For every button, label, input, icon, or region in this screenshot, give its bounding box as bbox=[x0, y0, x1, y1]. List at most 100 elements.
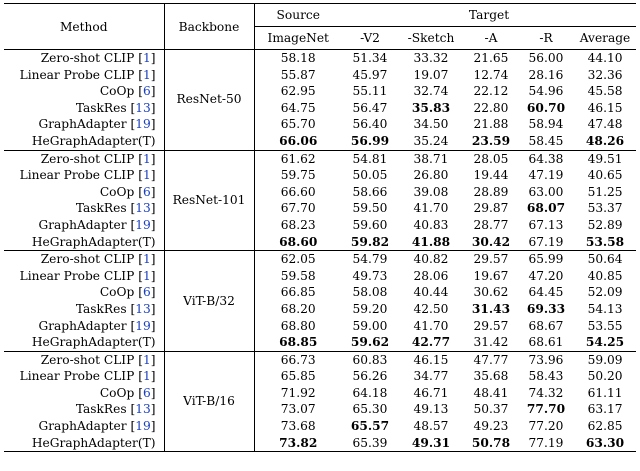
value-cell: 65.30 bbox=[342, 401, 398, 418]
citation-link[interactable]: 1 bbox=[142, 369, 151, 384]
citation-link[interactable]: 19 bbox=[135, 419, 151, 434]
value-cell: 56.00 bbox=[518, 50, 574, 67]
method-name: TaskRes bbox=[75, 100, 127, 115]
method-header: Method bbox=[4, 3, 164, 50]
value-text: 66.60 bbox=[280, 184, 316, 199]
value-cell: 68.85 bbox=[253, 334, 342, 352]
value-cell: 56.47 bbox=[342, 100, 398, 117]
citation-link[interactable]: 1 bbox=[142, 268, 151, 283]
col-header-v2: -V2 bbox=[342, 26, 398, 50]
value-text: 65.85 bbox=[280, 369, 316, 384]
method-cell: HeGraphAdapter(T) bbox=[4, 132, 164, 151]
method-cell: GraphAdapter [19] bbox=[38, 318, 156, 333]
citation-link[interactable]: 1 bbox=[142, 51, 151, 65]
value-text: 35.68 bbox=[473, 369, 509, 384]
citation-link[interactable]: 13 bbox=[135, 402, 151, 417]
value-cell: 30.62 bbox=[464, 284, 518, 301]
citation-link[interactable]: 13 bbox=[135, 201, 151, 216]
table-row: Linear Probe CLIP [1] 65.85 56.26 34.77 35.6… bbox=[4, 368, 636, 385]
value-cell: 45.58 bbox=[574, 83, 636, 100]
value-cell: 52.09 bbox=[574, 284, 636, 301]
method-cell: TaskRes [13] bbox=[75, 301, 156, 316]
value-cell: 35.68 bbox=[464, 368, 518, 385]
value-cell: 61.62 bbox=[253, 150, 342, 168]
citation-link[interactable]: 1 bbox=[142, 168, 151, 183]
citation-link[interactable]: 6 bbox=[142, 285, 151, 300]
value-text: 50.20 bbox=[587, 369, 623, 384]
table-row: TaskRes [13] 67.70 59.50 41.70 29.87 68.07 53.… bbox=[4, 200, 636, 217]
method-cell: Zero-shot CLIP [1] bbox=[40, 252, 156, 267]
citation-link[interactable]: 19 bbox=[135, 318, 151, 333]
value-text: 56.40 bbox=[352, 117, 388, 132]
table-row: HeGraphAdapter(T) 68.60 59.82 41.88 30.42 67.… bbox=[4, 233, 637, 252]
value-text: 65.99 bbox=[528, 252, 564, 267]
value-text: 53.55 bbox=[587, 318, 623, 333]
value-text: 74.32 bbox=[528, 385, 564, 400]
value-cell: 40.65 bbox=[574, 167, 636, 184]
table-row: TaskRes [13] 68.20 59.20 42.50 31.43 69.33 54.… bbox=[4, 300, 636, 318]
value-text: 66.85 bbox=[280, 285, 316, 300]
citation-link[interactable]: 1 bbox=[142, 67, 151, 82]
value-cell: 32.36 bbox=[574, 67, 636, 84]
value-text: 65.70 bbox=[280, 117, 316, 132]
method-name: Zero-shot CLIP bbox=[40, 151, 135, 166]
citation-link[interactable]: 6 bbox=[142, 184, 151, 199]
value-text: 30.62 bbox=[473, 285, 509, 300]
method-cell: Zero-shot CLIP [1] bbox=[40, 51, 156, 65]
col-header-average: Average bbox=[574, 26, 637, 50]
backbone-cell: ResNet-101 bbox=[163, 150, 254, 252]
citation-link[interactable]: 13 bbox=[135, 301, 151, 316]
citation-link[interactable]: 19 bbox=[135, 217, 151, 232]
value-text: 53.37 bbox=[587, 201, 623, 216]
value-text: 64.45 bbox=[528, 285, 564, 300]
value-text: 42.77 bbox=[411, 335, 451, 350]
value-cell: 42.50 bbox=[398, 301, 464, 318]
citation-link[interactable]: 6 bbox=[142, 84, 151, 99]
method-name: GraphAdapter bbox=[38, 117, 127, 132]
value-text: 23.59 bbox=[471, 133, 511, 148]
citation-link[interactable]: 1 bbox=[142, 252, 151, 267]
value-cell: 40.83 bbox=[398, 217, 464, 234]
value-cell: 56.40 bbox=[342, 116, 398, 133]
value-text: 28.77 bbox=[473, 217, 509, 232]
value-text: 40.85 bbox=[587, 268, 623, 283]
method-name: Linear Probe CLIP bbox=[19, 67, 135, 82]
value-cell: 54.79 bbox=[342, 251, 398, 268]
col-header-sketch: -Sketch bbox=[398, 26, 464, 50]
citation-link[interactable]: 6 bbox=[142, 385, 151, 400]
value-cell: 61.11 bbox=[574, 385, 636, 402]
value-cell: 64.18 bbox=[342, 385, 398, 402]
value-text: 51.34 bbox=[352, 51, 388, 65]
method-name: TaskRes bbox=[75, 301, 127, 316]
value-cell: 32.74 bbox=[398, 83, 464, 100]
table-row: HeGraphAdapter(T) 68.85 59.62 42.77 31.42 68.… bbox=[4, 334, 637, 352]
value-text: 28.06 bbox=[413, 268, 449, 283]
value-text: 50.78 bbox=[471, 435, 511, 450]
value-text: 59.20 bbox=[352, 301, 388, 316]
citation-link[interactable]: 19 bbox=[135, 117, 151, 132]
method-cell: TaskRes [13] bbox=[75, 201, 156, 216]
citation-link[interactable]: 1 bbox=[142, 352, 151, 367]
value-cell: 40.85 bbox=[574, 268, 636, 285]
value-cell: 51.25 bbox=[574, 184, 636, 201]
citation-link[interactable]: 13 bbox=[135, 100, 151, 115]
value-text: 56.47 bbox=[352, 100, 388, 115]
value-cell: 46.15 bbox=[574, 100, 636, 117]
backbone-cell: ResNet-50 bbox=[163, 49, 254, 151]
value-cell: 59.20 bbox=[342, 301, 398, 318]
method-cell: GraphAdapter [19] bbox=[38, 117, 156, 132]
value-cell: 68.23 bbox=[253, 216, 342, 234]
method-cell: Zero-shot CLIP [1] bbox=[40, 352, 156, 367]
value-cell: 58.45 bbox=[518, 132, 574, 151]
value-cell: 38.71 bbox=[398, 150, 464, 167]
value-cell: 19.67 bbox=[464, 268, 518, 285]
value-text: 69.33 bbox=[526, 301, 566, 316]
value-cell: 54.25 bbox=[574, 334, 637, 352]
citation-link[interactable]: 1 bbox=[142, 151, 151, 166]
value-cell: 73.96 bbox=[518, 351, 574, 368]
value-cell: 77.70 bbox=[518, 401, 574, 418]
method-cell: HeGraphAdapter(T) bbox=[4, 334, 164, 352]
value-text: 28.16 bbox=[528, 67, 564, 82]
value-cell: 50.20 bbox=[574, 368, 636, 385]
value-text: 28.05 bbox=[473, 151, 509, 166]
